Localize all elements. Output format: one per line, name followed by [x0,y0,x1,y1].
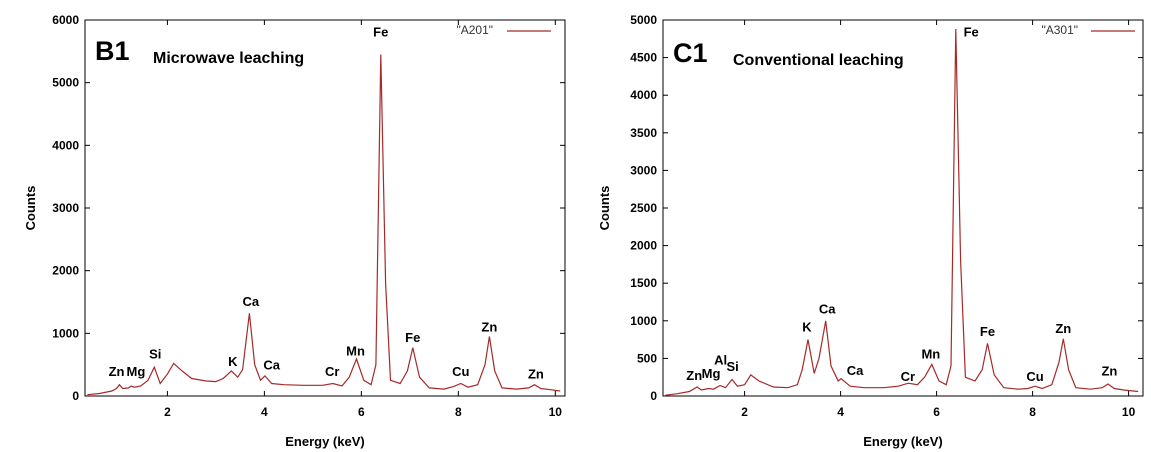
peak-label-si: Si [726,359,738,374]
peak-label-al: Al [714,352,727,367]
x-tick-label: 6 [933,405,940,419]
peak-label-ca: Ca [263,358,280,373]
spectrum-line [665,28,1139,396]
y-tick-label: 5000 [52,76,79,90]
y-axis-ticks: 0 1000 2000 3000 4000 5000 6000 [52,13,565,403]
y-tick-label: 4000 [52,138,79,152]
y-axis-label: Counts [597,186,612,231]
x-axis-label: Energy (keV) [863,434,942,449]
peak-label-mn: Mn [346,343,365,358]
peak-label-k: K [228,354,238,369]
spectrum-line [87,54,561,396]
y-tick-label: 6000 [52,13,79,27]
peak-label-zn: Zn [686,368,702,383]
y-tick-label: 2000 [52,264,79,278]
peak-label-ca: Ca [243,294,260,309]
panel-label: B1 [95,36,130,66]
legend-label: "A201" [456,23,493,37]
x-axis-ticks: 2 4 6 8 10 [164,20,562,419]
peak-label-si: Si [149,346,161,361]
panel-subtitle: Conventional leaching [733,52,904,69]
plot-frame [84,19,566,397]
y-tick-label: 0 [72,389,79,403]
y-tick-label: 4500 [630,51,657,65]
x-axis-ticks: 2 4 6 8 10 [741,20,1136,419]
peak-label-mg: Mg [127,364,146,379]
legend-label: "A301" [1041,23,1078,37]
x-tick-label: 10 [549,405,563,419]
y-tick-label: 2000 [630,239,657,253]
y-tick-label: 3000 [52,201,79,215]
y-tick-label: 1000 [52,326,79,340]
x-tick-label: 6 [358,405,365,419]
y-tick-label: 3000 [630,163,657,177]
peak-label-fe: Fe [980,324,995,339]
peak-label-cr: Cr [325,364,339,379]
peak-label-mg: Mg [702,366,721,381]
y-tick-label: 500 [637,351,657,365]
peak-label-zn: Zn [1055,321,1071,336]
y-tick-label: 4000 [630,88,657,102]
x-tick-label: 8 [1029,405,1036,419]
x-tick-label: 2 [741,405,748,419]
plot-frame [662,19,1144,397]
panel-label: C1 [673,38,708,68]
peak-label-cr: Cr [901,369,915,384]
peak-label-ca: Ca [847,363,864,378]
y-tick-label: 1000 [630,314,657,328]
peak-label-zn: Zn [481,319,497,334]
y-tick-label: 2500 [630,201,657,215]
peak-label-cu: Cu [452,364,469,379]
peak-label-ca: Ca [819,301,836,316]
peak-label-fe: Fe [405,330,420,345]
peak-label-mn: Mn [921,346,940,361]
peak-label-zn: Zn [109,364,125,379]
x-tick-label: 4 [261,405,268,419]
peak-label-zn: Zn [1101,364,1117,379]
y-tick-label: 3500 [630,126,657,140]
y-tick-label: 1500 [630,276,657,290]
x-tick-label: 2 [164,405,171,419]
panel-subtitle: Microwave leaching [153,50,304,67]
peak-label-cu: Cu [1026,369,1043,384]
x-tick-label: 8 [455,405,462,419]
x-axis-label: Energy (keV) [285,434,364,449]
y-axis-label: Counts [23,186,38,231]
peak-label-zn: Zn [528,366,544,381]
x-tick-label: 4 [837,405,844,419]
peak-label-k: K [802,319,812,334]
chart-c1: 0 500 1000 1500 2000 2500 3000 3500 4000 4500 5000… [597,13,1144,449]
y-tick-label: 0 [650,389,657,403]
peak-label-fe: Fe [964,25,979,40]
y-tick-label: 5000 [630,13,657,27]
peak-label-fe: Fe [373,24,388,39]
y-axis-ticks: 0 500 1000 1500 2000 2500 3000 3500 4000 4500 5000 [630,13,1143,403]
x-tick-label: 10 [1122,405,1136,419]
